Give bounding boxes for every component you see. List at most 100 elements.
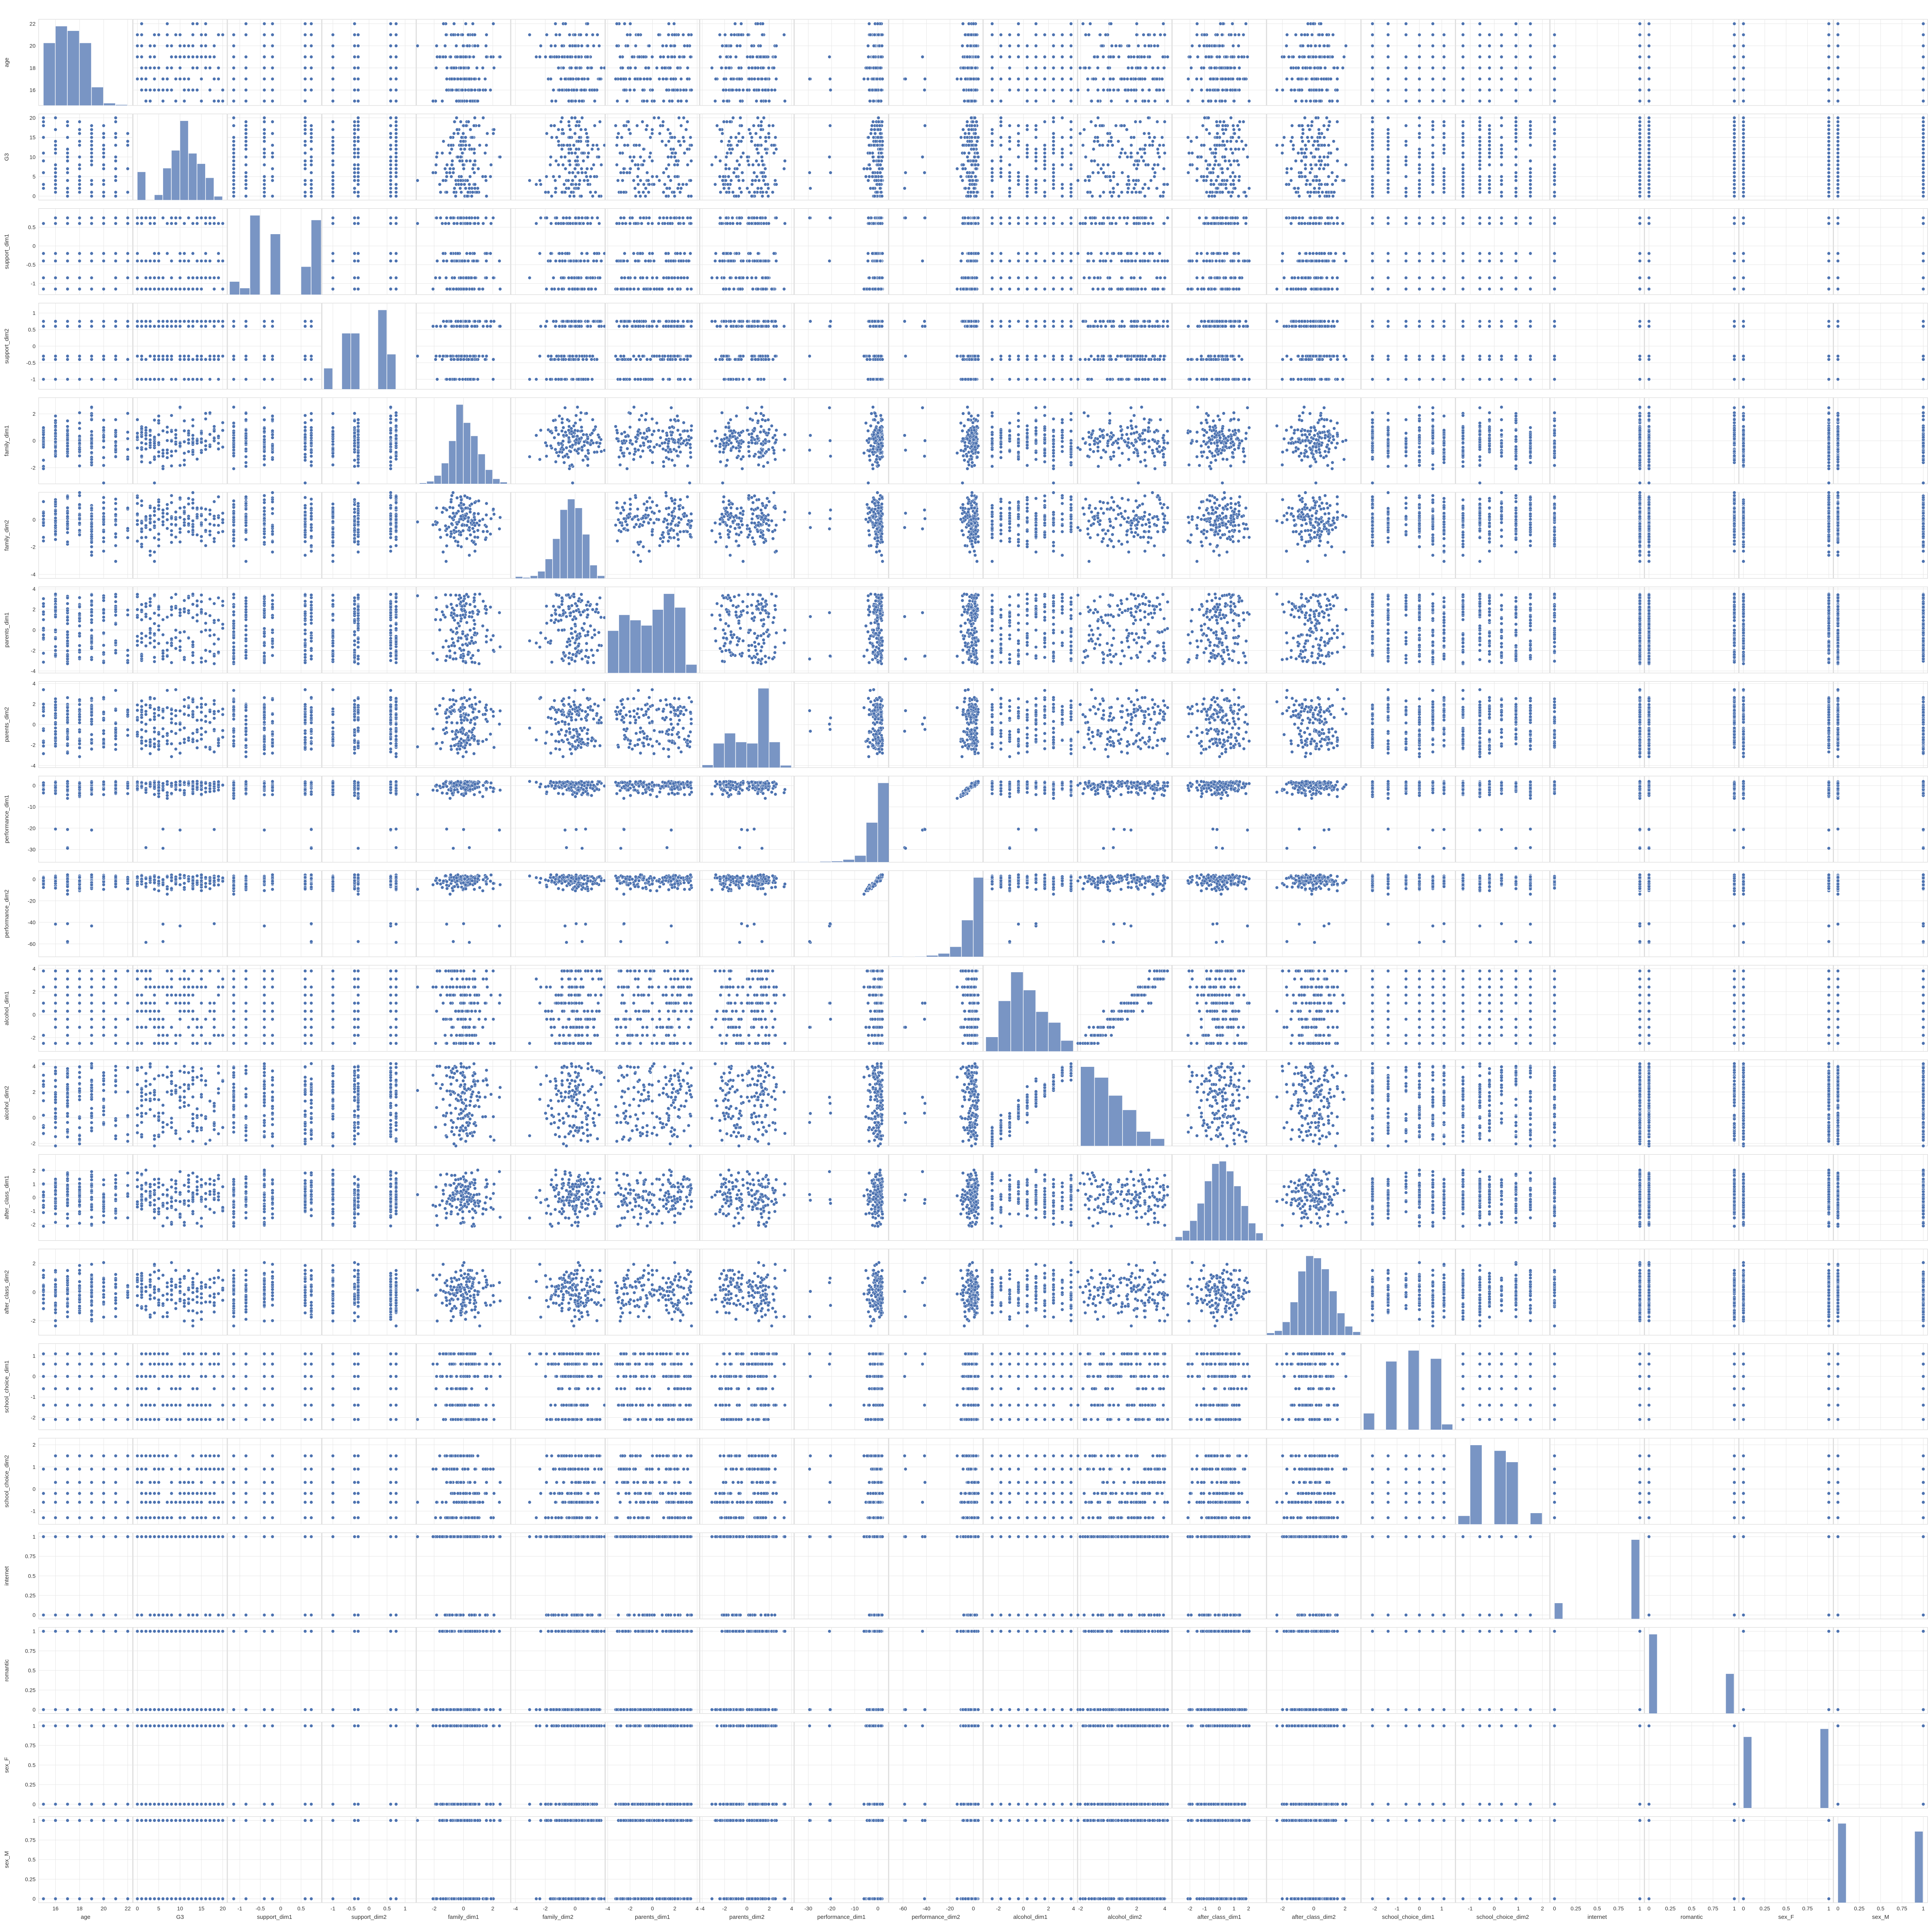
point-family_dim2-age <box>539 44 542 47</box>
point-parents_dim1-age <box>629 66 632 70</box>
point-family_dim1-age <box>484 88 487 92</box>
point-family_dim2-age <box>549 77 552 80</box>
point-G3-age <box>148 66 151 70</box>
point-support_dim2-age <box>357 88 360 92</box>
point-support_dim2-age <box>389 66 392 70</box>
point-G3-age <box>191 22 194 25</box>
point-G3-age <box>191 44 194 47</box>
point-family_dim2-age <box>573 33 577 36</box>
point-parents_dim1-age <box>659 55 662 58</box>
point-parents_dim1-age <box>637 33 640 36</box>
point-parents_dim2-age <box>738 44 742 47</box>
point-G3-age <box>204 22 207 25</box>
point-support_dim1-age <box>232 66 235 70</box>
point-family_dim2-age <box>586 66 589 70</box>
point-support_dim2-age <box>357 33 360 36</box>
point-family_dim1-age <box>471 22 474 25</box>
point-support_dim1-age <box>263 55 266 58</box>
point-family_dim2-age <box>575 88 578 92</box>
point-parents_dim1-age <box>621 66 624 70</box>
point-family_dim1-age <box>489 88 492 92</box>
point-family_dim1-age <box>451 88 454 92</box>
point-parents_dim1-age <box>676 88 679 92</box>
point-family_dim1-age <box>455 99 458 102</box>
hist-bar-age-0 <box>43 43 55 105</box>
point-parents_dim1-age <box>687 33 690 36</box>
point-family_dim2-age <box>569 77 572 80</box>
point-parents_dim2-age <box>775 77 778 80</box>
point-family_dim1-age <box>452 66 456 70</box>
point-parents_dim1-age <box>631 55 634 58</box>
point-parents_dim1-age <box>643 77 646 80</box>
point-family_dim1-age <box>464 55 467 58</box>
point-G3-age <box>196 88 199 92</box>
point-support_dim1-age <box>271 44 274 47</box>
point-parents_dim1-age <box>626 33 629 36</box>
point-parents_dim1-age <box>641 88 644 92</box>
point-family_dim1-age <box>442 22 445 25</box>
panel-age-vs-support_dim1 <box>228 19 321 105</box>
point-family_dim1-age <box>473 33 476 36</box>
point-family_dim1-age <box>463 77 466 80</box>
point-family_dim2-age <box>567 88 570 92</box>
point-parents_dim1-age <box>672 22 675 25</box>
point-support_dim2-age <box>353 99 356 102</box>
point-support_dim2-age <box>357 66 360 70</box>
point-G3-age <box>162 99 165 102</box>
point-family_dim1-age <box>465 99 468 102</box>
point-G3-age <box>148 99 151 102</box>
point-support_dim1-age <box>310 22 313 25</box>
point-support_dim1-age <box>244 55 247 58</box>
point-G3-age <box>153 33 156 36</box>
point-G3-age <box>140 44 143 47</box>
point-G3-age <box>170 44 173 47</box>
point-family_dim1-age <box>472 55 475 58</box>
point-family_dim1-age <box>445 77 448 80</box>
point-G3-age <box>191 66 194 70</box>
point-G3-age <box>204 44 207 47</box>
point-support_dim2-age <box>353 44 356 47</box>
point-support_dim2-age <box>331 77 334 80</box>
point-G3-age <box>217 33 220 36</box>
point-family_dim1-age <box>456 77 459 80</box>
point-parents_dim1-age <box>651 88 654 92</box>
point-family_dim2-age <box>586 22 589 25</box>
point-family_dim1-age <box>469 99 472 102</box>
point-family_dim2-age <box>585 33 588 36</box>
point-parents_dim2-age <box>773 88 776 92</box>
point-G3-age <box>183 44 186 47</box>
point-G3-age <box>153 88 156 92</box>
point-parents_dim1-age <box>670 99 673 102</box>
point-parents_dim2-age <box>730 33 733 36</box>
point-parents_dim1-age <box>680 77 683 80</box>
point-parents_dim1-age <box>619 77 622 80</box>
point-G3-age <box>200 44 203 47</box>
point-family_dim2-age <box>550 99 553 102</box>
point-family_dim1-age <box>483 77 486 80</box>
point-support_dim1-age <box>244 99 247 102</box>
point-G3-age <box>174 55 177 58</box>
point-family_dim1-age <box>455 44 458 47</box>
point-G3-age <box>179 33 182 36</box>
point-family_dim2-age <box>598 44 601 47</box>
point-support_dim1-age <box>310 88 313 92</box>
point-G3-age <box>148 55 151 58</box>
hist-bar-age-1 <box>56 26 67 105</box>
point-support_dim2-age <box>389 99 392 102</box>
point-parents_dim1-age <box>619 55 622 58</box>
point-G3-age <box>217 77 220 80</box>
point-support_dim1-age <box>263 44 266 47</box>
point-family_dim2-age <box>593 88 596 92</box>
point-G3-age <box>191 33 194 36</box>
point-G3-age <box>136 33 139 36</box>
point-family_dim2-age <box>570 99 573 102</box>
point-family_dim1-age <box>467 33 470 36</box>
point-support_dim1-age <box>304 66 307 70</box>
point-parents_dim1-age <box>669 44 672 47</box>
point-support_dim2-age <box>357 44 360 47</box>
point-family_dim2-age <box>549 55 552 58</box>
point-family_dim1-age <box>478 77 481 80</box>
point-support_dim2-age <box>389 77 392 80</box>
point-G3-age <box>157 33 160 36</box>
point-family_dim2-age <box>598 77 601 80</box>
